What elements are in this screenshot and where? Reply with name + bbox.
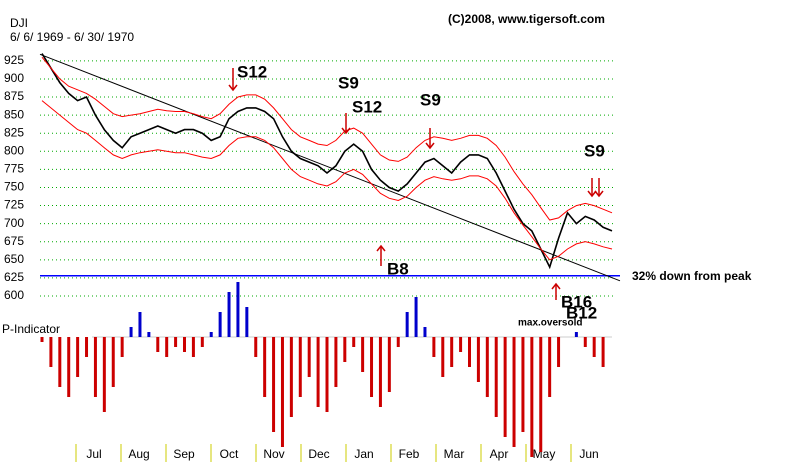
y-tick-label: 900 [4,71,24,85]
signal-label: S12 [352,97,382,116]
signal-label: B12 [566,303,597,322]
y-tick-label: 775 [4,162,24,176]
signal-arrowhead [341,127,351,135]
chart-subtitle: 6/ 6/ 1969 - 6/ 30/ 1970 [10,30,134,44]
x-tick-label: Apr [490,447,509,461]
band-line [41,100,613,261]
signal-arrowhead [551,282,561,290]
x-tick-label: Mar [444,447,465,461]
signal-label: B16 [561,292,592,311]
x-tick-label: May [533,447,556,461]
signal-arrowhead [587,190,597,198]
trendline [39,53,621,282]
signal-arrowhead [425,142,435,150]
signal-label: S12 [237,62,267,81]
x-tick-label: Jun [579,447,598,461]
signal-arrowhead [376,244,386,252]
indicator-label: P-Indicator [2,322,60,336]
y-tick-label: 825 [4,125,24,139]
price-line [41,53,613,270]
signal-label: S9 [338,73,359,92]
y-tick-label: 925 [4,53,24,67]
band-line [41,56,613,221]
y-tick-label: 875 [4,89,24,103]
note: max.oversold [518,318,582,329]
x-tick-label: Sep [173,447,195,461]
x-tick-label: Nov [263,447,284,461]
y-tick-label: 750 [4,180,24,194]
signal-label: S9 [584,141,605,160]
credit: (C)2008, www.tigersoft.com [448,12,605,26]
x-tick-label: Aug [128,447,149,461]
signal-label: B8 [387,259,409,278]
hline-label: 32% down from peak [632,269,752,283]
y-tick-label: 625 [4,270,24,284]
x-tick-label: Dec [308,447,329,461]
y-tick-label: 700 [4,216,24,230]
signal-label: S9 [420,90,441,109]
y-tick-label: 650 [4,252,24,266]
y-tick-label: 675 [4,234,24,248]
chart-title: DJI [10,16,28,30]
signal-arrowhead [228,84,238,92]
signal-arrowhead [594,190,604,198]
y-tick-label: 600 [4,288,24,302]
x-tick-label: Feb [399,447,420,461]
y-tick-label: 800 [4,143,24,157]
y-tick-label: 850 [4,107,24,121]
x-tick-label: Jul [86,447,101,461]
y-tick-label: 725 [4,198,24,212]
x-tick-label: Jan [354,447,373,461]
x-tick-label: Oct [220,447,239,461]
